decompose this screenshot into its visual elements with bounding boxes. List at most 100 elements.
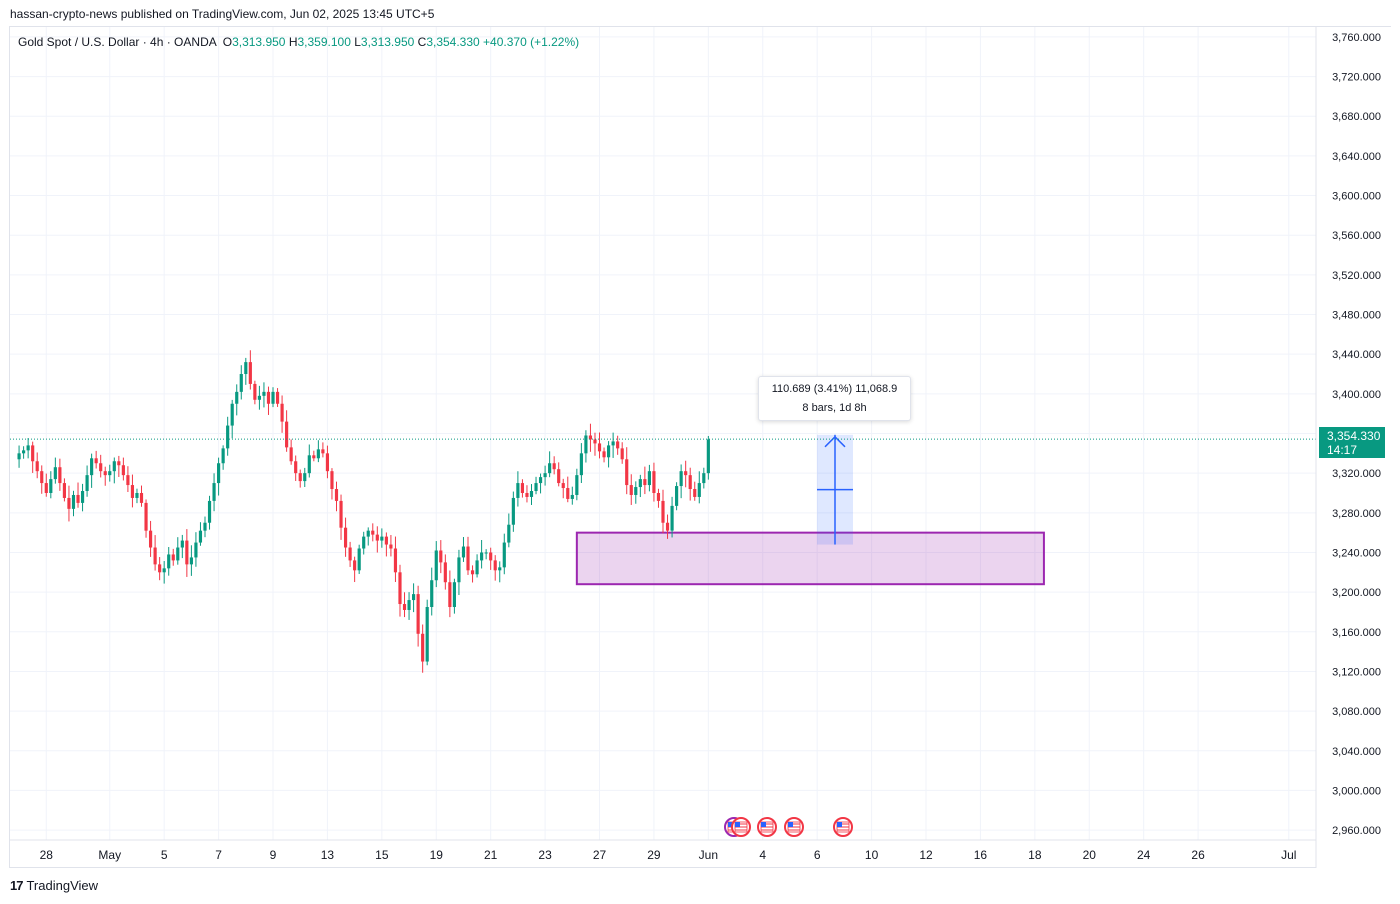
candle xyxy=(343,517,348,557)
candle-body xyxy=(203,522,207,531)
candle xyxy=(189,545,193,576)
candle xyxy=(257,385,261,410)
candle xyxy=(439,540,443,574)
candle xyxy=(452,578,456,614)
candle xyxy=(144,499,148,538)
candle-body xyxy=(94,458,98,464)
price-tick-label: 3,080.000 xyxy=(1332,706,1381,718)
candle-body xyxy=(439,550,443,563)
candle xyxy=(289,439,293,465)
candle-body xyxy=(330,471,334,490)
price-tick-label: 3,640.000 xyxy=(1332,151,1381,163)
candle-body xyxy=(53,467,57,480)
candle xyxy=(194,532,198,567)
candle xyxy=(153,535,157,571)
time-tick-label: 16 xyxy=(974,848,988,862)
price-tick-label: 3,400.000 xyxy=(1332,389,1381,401)
candle xyxy=(244,357,248,385)
candle xyxy=(566,476,570,503)
candle xyxy=(22,446,26,459)
price-tick-label: 3,200.000 xyxy=(1332,587,1381,599)
candle xyxy=(148,520,153,557)
candle xyxy=(507,513,511,548)
candle-body xyxy=(49,479,53,493)
grid-lines xyxy=(10,27,1316,840)
candle xyxy=(616,435,620,455)
brand-name: TradingView xyxy=(26,878,99,893)
footer-brand[interactable]: 17 TradingView xyxy=(10,878,98,893)
candle xyxy=(176,537,180,565)
candle xyxy=(588,423,593,452)
candle xyxy=(221,445,225,470)
candle-body xyxy=(221,448,225,464)
candle-body xyxy=(402,604,407,610)
candle xyxy=(498,561,502,583)
candle-body xyxy=(389,544,393,549)
candle-body xyxy=(280,403,284,422)
candle-body xyxy=(126,475,130,486)
candle xyxy=(130,474,135,508)
candle-body xyxy=(516,483,520,498)
flag-canton xyxy=(761,822,766,827)
close-label: C xyxy=(417,35,427,49)
candle-body xyxy=(543,473,547,478)
candle-body xyxy=(538,477,543,484)
symbol-legend[interactable]: Gold Spot / U.S. Dollar · 4h · OANDA O3,3… xyxy=(18,35,579,49)
candle xyxy=(557,462,561,487)
candle xyxy=(226,416,230,456)
time-tick-label: 20 xyxy=(1083,848,1097,862)
candle-body xyxy=(257,395,261,400)
candle xyxy=(353,556,357,583)
candle-body xyxy=(643,479,647,486)
candle-body xyxy=(552,463,556,470)
candle-body xyxy=(185,540,189,565)
bar-countdown: 14:17 xyxy=(1327,443,1358,457)
candle-body xyxy=(520,483,525,493)
candle xyxy=(625,447,629,495)
candle-body xyxy=(103,471,107,476)
candle xyxy=(511,491,515,532)
time-tick-label: May xyxy=(98,848,121,862)
candle-body xyxy=(588,435,593,440)
candle-body xyxy=(62,483,67,498)
candle xyxy=(679,464,683,499)
candle-body xyxy=(343,527,348,548)
candle xyxy=(548,451,552,478)
time-tick-label: 10 xyxy=(865,848,879,862)
tradingview-logo-icon: 17 xyxy=(10,878,24,893)
candle-body xyxy=(670,505,674,531)
time-tick-label: 19 xyxy=(430,848,444,862)
candle xyxy=(217,457,221,496)
candle xyxy=(543,465,547,486)
candle xyxy=(421,624,425,673)
candle xyxy=(298,469,302,488)
candle xyxy=(312,450,316,462)
candle xyxy=(275,388,280,407)
candle-body xyxy=(321,449,325,454)
time-tick-label: Jun xyxy=(699,848,718,862)
price-tick-label: 3,040.000 xyxy=(1332,746,1381,758)
candle xyxy=(17,445,21,468)
candle-body xyxy=(393,548,398,573)
candle-body xyxy=(457,557,461,583)
candle xyxy=(665,514,670,539)
candle xyxy=(271,387,275,408)
candle xyxy=(321,442,325,458)
candle-body xyxy=(339,500,343,528)
candle-body xyxy=(652,471,656,493)
candle xyxy=(448,570,452,618)
candle-body xyxy=(58,467,62,484)
time-tick-label: 7 xyxy=(215,848,222,862)
time-tick-label: 13 xyxy=(321,848,335,862)
candle xyxy=(108,464,112,482)
candle xyxy=(185,529,189,577)
demand-zone xyxy=(575,531,1045,586)
candle xyxy=(348,541,352,567)
candle-body xyxy=(480,552,484,561)
candle-body xyxy=(534,483,538,492)
candle-body xyxy=(561,483,565,489)
time-tick-label: 23 xyxy=(538,848,552,862)
candle xyxy=(71,490,76,517)
candle-body xyxy=(697,483,701,497)
